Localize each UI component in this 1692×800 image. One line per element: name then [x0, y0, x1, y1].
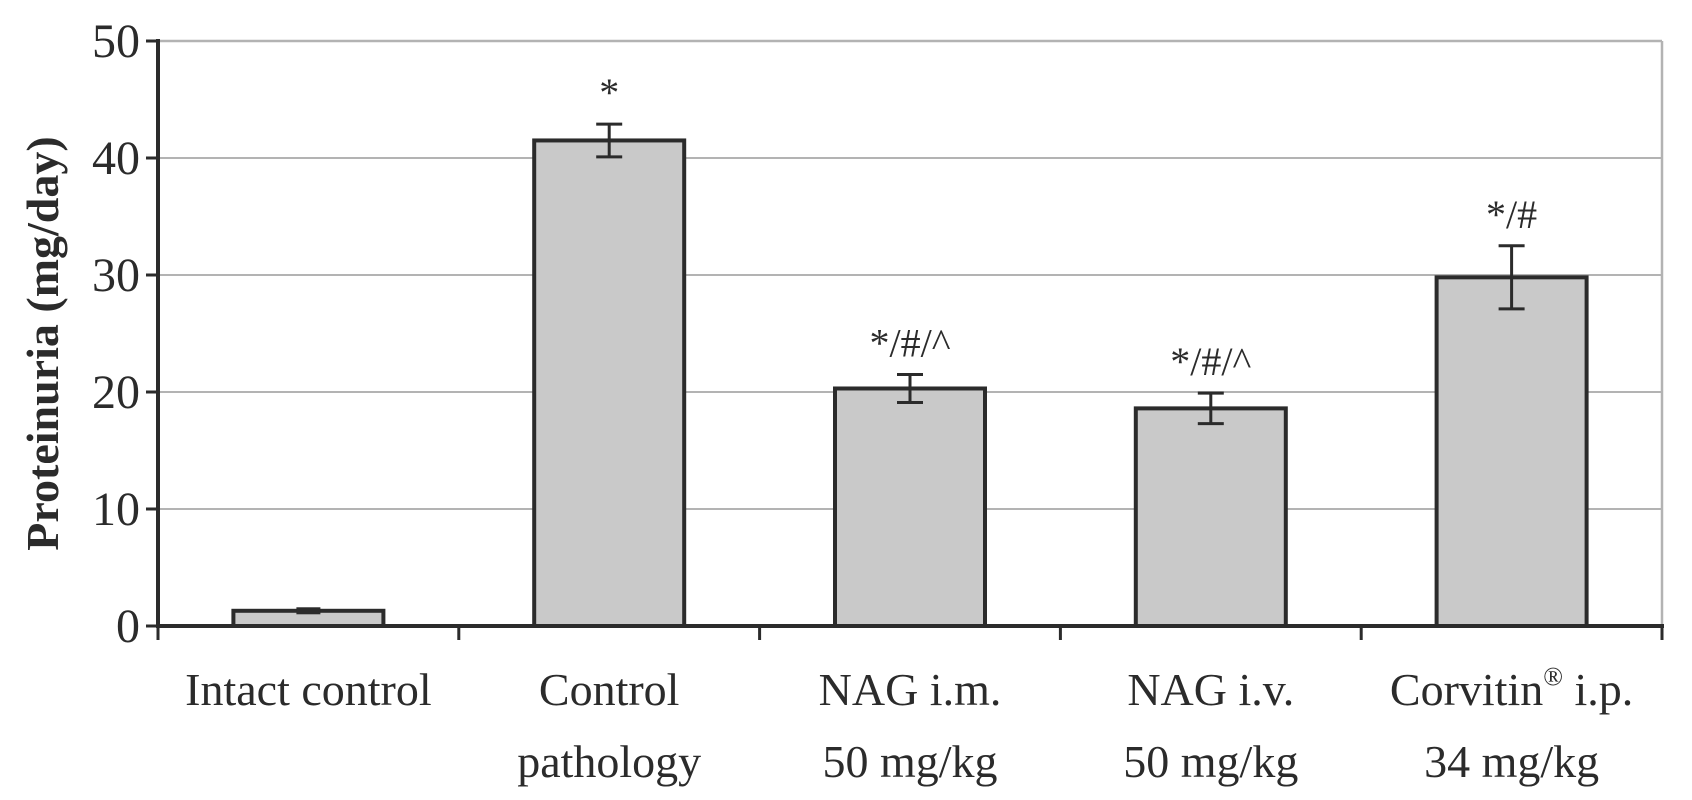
plot-frame [158, 39, 1664, 626]
bar-4 [1434, 275, 1589, 628]
bar-2 [833, 386, 987, 628]
error-bar-4 [1498, 244, 1525, 311]
bars [231, 122, 1589, 628]
y-tick-label-10: 10 [92, 483, 140, 536]
y-tick-label-30: 30 [92, 249, 140, 302]
significance-label-1: * [599, 70, 619, 115]
labels: * */#/^ */#/^ */# 0 10 20 30 40 50 Intact control C… [17, 15, 1633, 787]
category-label-2: NAG i.m. 50 mg/kg [819, 664, 1002, 787]
y-tick-label-0: 0 [116, 600, 140, 653]
category-label-4: Corvitin® i.p. 34 mg/kg [1390, 662, 1633, 787]
category-label-3: NAG i.v. 50 mg/kg [1123, 664, 1298, 787]
bar-1 [532, 138, 687, 628]
y-tick-label-50: 50 [92, 15, 140, 68]
y-tick-label-40: 40 [92, 132, 140, 185]
significance-label-4: */# [1486, 192, 1537, 237]
error-bar-1 [596, 122, 623, 159]
significance-label-3: */#/^ [1170, 339, 1251, 384]
significance-label-2: */#/^ [870, 320, 951, 365]
category-label-0: Intact control [185, 664, 432, 715]
bar-3 [1133, 406, 1288, 628]
category-label-1: Control pathology [517, 664, 701, 787]
error-bar-2 [897, 372, 923, 405]
error-bar-3 [1197, 391, 1224, 426]
y-tick-label-20: 20 [92, 366, 140, 419]
error-bar-0 [296, 607, 321, 615]
axes [146, 39, 1664, 640]
y-axis-title: Proteinuria (mg/day) [17, 136, 68, 550]
